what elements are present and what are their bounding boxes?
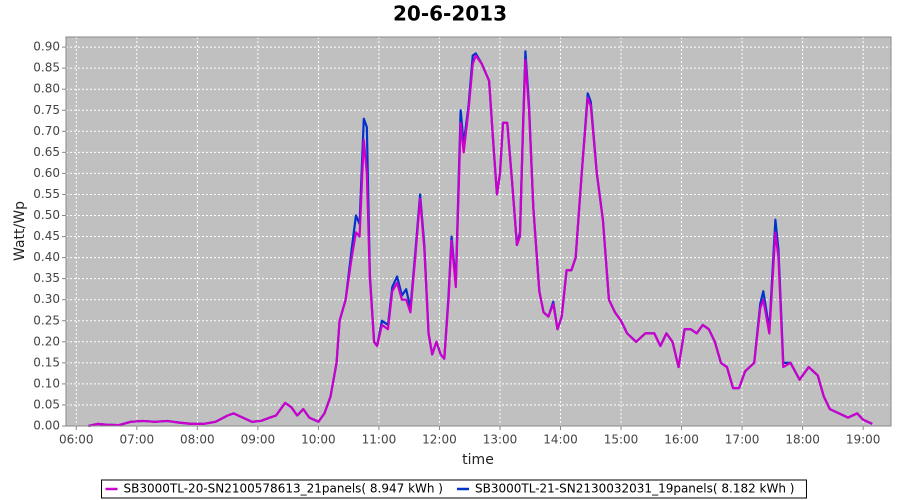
legend-box [101, 479, 807, 499]
chart-title: 20-6-2013 [393, 2, 507, 26]
y-tick-label: 0.55 [33, 187, 60, 201]
y-tick-label: 0.50 [33, 208, 60, 222]
y-tick-label: 0.25 [33, 313, 60, 327]
y-tick-label: 0.65 [33, 145, 60, 159]
y-tick-label: 0.35 [33, 271, 60, 285]
x-tick-label: 06:00 [59, 433, 94, 447]
y-tick-label: 0.20 [33, 334, 60, 348]
legend-label: SB3000TL-21-SN2130032031_19panels( 8.182… [475, 482, 794, 496]
y-tick-label: 0.90 [33, 40, 60, 54]
y-tick-label: 0.40 [33, 250, 60, 264]
legend-label: SB3000TL-20-SN2100578613_21panels( 8.947… [124, 482, 443, 496]
plot-border [65, 36, 892, 427]
y-tick-label: 0.10 [33, 376, 60, 390]
x-tick-label: 10:00 [301, 433, 336, 447]
y-tick-label: 0.45 [33, 229, 60, 243]
y-tick-label: 0.75 [33, 103, 60, 117]
x-tick-label: 12:00 [422, 433, 457, 447]
legend: SB3000TL-20-SN2100578613_21panels( 8.947… [101, 479, 807, 499]
series-line [88, 54, 873, 428]
y-tick-label: 0.30 [33, 292, 60, 306]
x-tick-label: 16:00 [664, 433, 699, 447]
x-tick-label: 15:00 [604, 433, 639, 447]
x-tick-label: 18:00 [785, 433, 820, 447]
x-tick-label: 07:00 [120, 433, 155, 447]
x-tick-label: 09:00 [241, 433, 276, 447]
y-tick-label: 0.60 [33, 166, 60, 180]
x-tick-label: 19:00 [846, 433, 881, 447]
y-tick-label: 0.70 [33, 124, 60, 138]
plot-area [66, 37, 891, 426]
y-tick-label: 0.00 [33, 419, 60, 433]
y-tick-label: 0.80 [33, 82, 60, 96]
y-tick-label: 0.85 [33, 61, 60, 75]
y-tick-label: 0.15 [33, 355, 60, 369]
x-tick-label: 14:00 [543, 433, 578, 447]
x-tick-label: 08:00 [180, 433, 215, 447]
x-axis-title: time [462, 452, 494, 468]
x-tick-label: 17:00 [725, 433, 760, 447]
x-tick-label: 11:00 [362, 433, 397, 447]
y-axis-title: Watt/Wp [12, 201, 28, 261]
y-tick-label: 0.05 [33, 397, 60, 411]
x-tick-label: 13:00 [483, 433, 518, 447]
